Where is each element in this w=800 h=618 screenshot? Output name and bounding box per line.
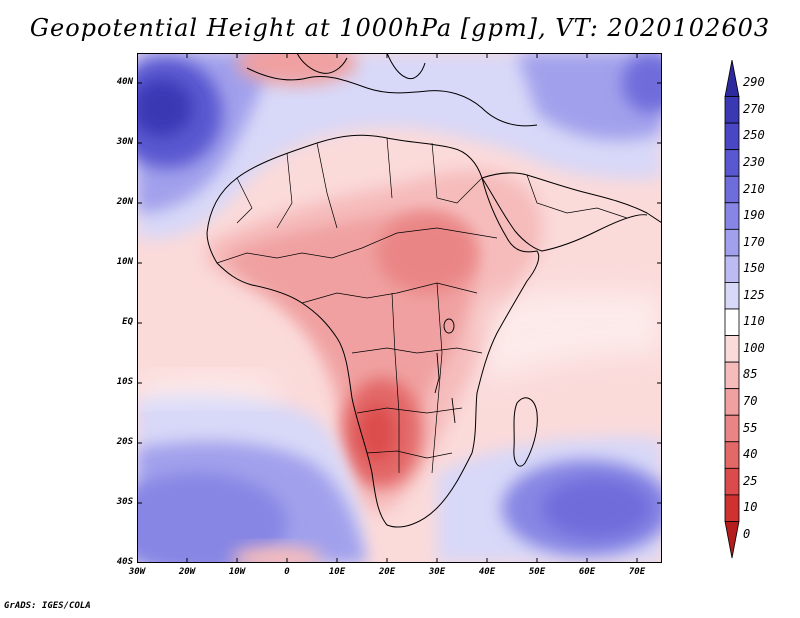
field-atlantic-white-band: [137, 375, 277, 403]
lon-tick-label: 30W: [128, 567, 146, 577]
colorbar-segment: [724, 494, 740, 522]
lon-tick-label: 60E: [578, 567, 596, 577]
colorbar-label: 40: [743, 447, 758, 462]
colorbar-label: 110: [743, 314, 765, 329]
central-africa-borders: [301, 282, 478, 304]
south-borders: [366, 450, 453, 459]
lon-tick-label: 40E: [478, 567, 496, 577]
colorbar-segment: [724, 388, 740, 416]
colorbar-label: 150: [743, 261, 765, 276]
arabia-borders: [526, 174, 628, 219]
colorbar-segment: [724, 361, 740, 390]
colorbar-label: 25: [743, 473, 758, 488]
colorbar-segment: [724, 149, 740, 177]
map-title: Geopotential Height at 1000hPa [gpm], VT…: [29, 14, 771, 42]
colorbar-label: 210: [743, 181, 765, 196]
colorbar-segment: [724, 521, 740, 559]
colorbar-segment: [724, 202, 740, 230]
lon-tick-label: 0: [284, 567, 290, 577]
southern-africa-borders: [356, 407, 463, 414]
lat-tick-label: 10S: [116, 377, 133, 387]
italy-coast: [386, 53, 426, 80]
iberia-coast: [296, 53, 348, 74]
lakes: [434, 318, 456, 424]
lat-tick-label: EQ: [122, 317, 133, 327]
field-azores-core: [137, 80, 192, 136]
sahel-borders: [216, 227, 498, 264]
lat-tick-label: 40S: [116, 557, 133, 567]
lat-tick-label: 10N: [116, 257, 133, 267]
lat-tick-label: 30S: [116, 497, 133, 507]
geopotential-height-map: [137, 53, 662, 563]
colorbar: 290 270 250 230 210 190 170 150 125 110 100 85 70 55 4…: [722, 60, 800, 560]
field-asia-core: [622, 53, 662, 113]
colorbar-label: 230: [743, 154, 765, 169]
lat-tick-label: 20S: [116, 437, 133, 447]
arabia-north-coast: [481, 172, 662, 224]
meridional-borders: [391, 282, 443, 474]
lat-tick-label: 40N: [116, 77, 133, 87]
lon-tick-label: 10W: [228, 567, 246, 577]
colorbar-label: 170: [743, 234, 765, 249]
colorbar-segment: [724, 282, 740, 310]
lon-tick-label: 20E: [378, 567, 396, 577]
lake-victoria: [443, 318, 455, 334]
lon-tick-label: 50E: [528, 567, 546, 577]
axis-ticks: [137, 53, 662, 563]
colorbar-label: 0: [743, 526, 751, 541]
colorbar-label: 250: [743, 128, 765, 143]
colorbar-segment: [724, 122, 740, 151]
colorbar-label: 290: [743, 75, 765, 90]
madagascar-coast: [513, 397, 538, 467]
colorbar-segment: [724, 441, 740, 469]
field-sudan-low: [377, 213, 477, 293]
field-indian-ocean-core: [542, 478, 652, 538]
equatorial-borders: [351, 347, 483, 354]
colorbar-segment: [724, 414, 740, 443]
colorbar-label: 100: [743, 340, 765, 355]
field-south-low-pink: [232, 546, 322, 563]
field-south-atlantic-core: [137, 473, 287, 563]
country-borders: [216, 137, 628, 474]
mediterranean-coast: [246, 67, 538, 127]
colorbar-label: 190: [743, 208, 765, 223]
colorbar-label: 270: [743, 101, 765, 116]
field-kalahari-core: [359, 405, 395, 461]
colorbar-segment: [724, 175, 740, 204]
colorbar-label: 55: [743, 420, 758, 435]
colorbar-label: 85: [743, 367, 758, 382]
north-africa-borders: [236, 137, 483, 229]
colorbar-segment: [724, 255, 740, 283]
colorbar-segment: [724, 467, 740, 496]
lake-tanganyika: [434, 352, 440, 394]
lat-tick-label: 30N: [116, 137, 133, 147]
lat-tick-label: 20N: [116, 197, 133, 207]
colorbar-segment: [724, 335, 740, 363]
colorbar-segment: [724, 308, 740, 336]
grads-credit: GrADS: IGES/COLA: [4, 601, 91, 611]
lon-tick-label: 20W: [178, 567, 196, 577]
field-north-light-blue: [137, 53, 662, 239]
colorbar-label: 70: [743, 393, 758, 408]
colorbar-label: 10: [743, 500, 758, 515]
map-panel: 40N 30N 20N 10N EQ 10S 20S 30S 40S 30W 20W 10W 0 10E…: [117, 53, 662, 577]
red-sea-arabia-coast: [481, 177, 648, 252]
colorbar-segment: [724, 96, 740, 124]
map-frame: [137, 53, 662, 563]
lon-tick-label: 70E: [628, 567, 646, 577]
lon-tick-label: 30E: [428, 567, 446, 577]
colorbar-segment: [724, 60, 740, 97]
lake-malawi: [451, 397, 456, 424]
lon-tick-label: 10E: [328, 567, 346, 577]
colorbar-bar: [724, 60, 740, 559]
colorbar-label: 125: [743, 287, 765, 302]
colorbar-segment: [724, 228, 740, 257]
field-indian-white-band: [477, 291, 662, 383]
